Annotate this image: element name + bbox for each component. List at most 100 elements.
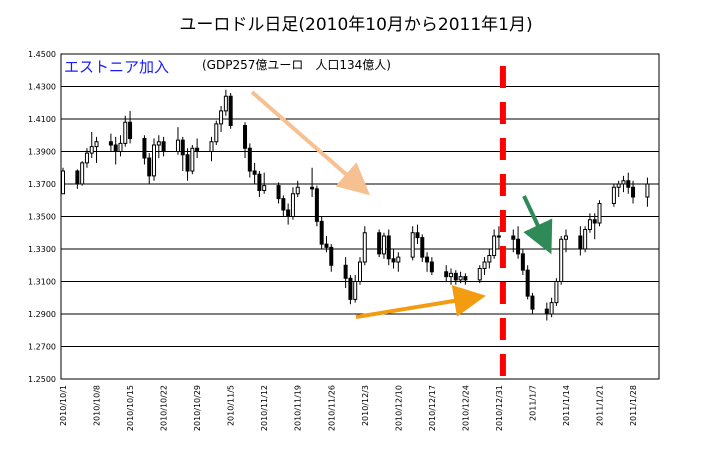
candle <box>314 185 319 227</box>
candle <box>247 143 252 178</box>
candle <box>626 172 631 194</box>
candle <box>118 135 123 157</box>
y-tick-label: 1.3500 <box>28 213 56 222</box>
candle-body <box>611 186 616 204</box>
candle <box>559 236 564 285</box>
candle-body <box>290 193 295 217</box>
candle <box>463 273 468 285</box>
candle-body <box>209 141 214 152</box>
candle <box>544 302 549 321</box>
candle-body <box>75 170 80 185</box>
candle-body <box>587 219 592 230</box>
candle-body <box>425 256 430 263</box>
candle-body <box>329 246 334 266</box>
x-tick-label: 2011/1/14 <box>562 385 571 426</box>
candle <box>554 278 559 306</box>
candle <box>214 120 219 145</box>
candle-body <box>377 232 382 255</box>
candle-body <box>353 281 358 300</box>
x-tick-label: 2010/11/5 <box>227 385 236 426</box>
candle <box>319 216 324 249</box>
candle-body <box>444 271 449 278</box>
candle-body <box>530 295 535 310</box>
candle <box>420 234 425 262</box>
x-tick-label: 2011/1/21 <box>596 385 605 426</box>
candle-body <box>89 146 94 154</box>
candle-body <box>257 173 262 191</box>
candle <box>583 226 588 253</box>
candle <box>324 236 329 253</box>
candle <box>94 136 99 163</box>
candle <box>329 244 334 272</box>
candle-body <box>496 235 501 238</box>
y-tick-label: 1.3300 <box>28 245 56 254</box>
candle <box>123 115 128 147</box>
candle-body <box>295 186 300 195</box>
candle <box>415 224 420 245</box>
candle <box>386 229 391 266</box>
candle-body <box>391 258 396 263</box>
candle-body <box>128 121 133 139</box>
candle <box>195 138 200 158</box>
candle-body <box>631 186 636 198</box>
x-tick-label: 2010/12/17 <box>428 385 437 431</box>
candle-body <box>319 220 324 245</box>
candle <box>185 148 190 181</box>
x-axis: 2010/10/1 2010/10/8 2010/10/15 2010/10/22 20… <box>59 385 638 431</box>
candle <box>453 270 458 285</box>
candle <box>243 122 248 158</box>
candle-body <box>113 144 118 152</box>
candle <box>190 145 195 175</box>
candle <box>147 153 152 184</box>
candle-body <box>243 125 248 149</box>
candle-body <box>84 152 89 164</box>
candle-body <box>123 121 128 144</box>
candle-body <box>362 232 367 263</box>
downtrend-arrow <box>250 90 371 196</box>
candle <box>358 257 362 285</box>
candle <box>353 275 358 303</box>
candle <box>290 187 295 220</box>
candle <box>362 226 367 266</box>
candle-body <box>492 235 497 256</box>
uptrend-arrow <box>355 285 486 319</box>
candle <box>444 265 449 282</box>
candle <box>563 229 568 253</box>
candle <box>530 292 535 314</box>
candle <box>152 138 157 181</box>
candle-body <box>453 272 458 281</box>
candle <box>410 226 415 261</box>
candle-body <box>156 141 161 146</box>
candle <box>252 162 257 184</box>
candle <box>262 172 267 194</box>
candle-body <box>386 235 391 260</box>
x-tick-label: 2010/12/10 <box>394 385 403 431</box>
y-tick-label: 1.4100 <box>28 115 56 124</box>
candle-body <box>185 154 190 172</box>
candle <box>180 136 185 171</box>
candle <box>487 249 492 269</box>
candle-body <box>118 142 123 152</box>
candle-body <box>616 183 621 188</box>
candle <box>113 136 118 165</box>
candle-body <box>175 139 180 152</box>
candle <box>257 171 262 197</box>
candle-body <box>578 235 583 250</box>
candle <box>108 133 113 152</box>
candle <box>343 257 348 288</box>
candle-body <box>281 198 286 211</box>
candle <box>645 177 650 207</box>
candle-body <box>420 237 425 258</box>
candle <box>429 257 434 275</box>
candle <box>61 167 65 195</box>
candle-body <box>348 277 353 300</box>
y-tick-label: 1.2900 <box>28 310 56 319</box>
candle-body <box>544 308 549 315</box>
candle <box>511 229 516 253</box>
candle <box>310 167 315 197</box>
candle <box>525 265 530 300</box>
y-tick-label: 1.2500 <box>28 375 56 384</box>
candle <box>128 110 133 144</box>
candle <box>477 265 482 284</box>
